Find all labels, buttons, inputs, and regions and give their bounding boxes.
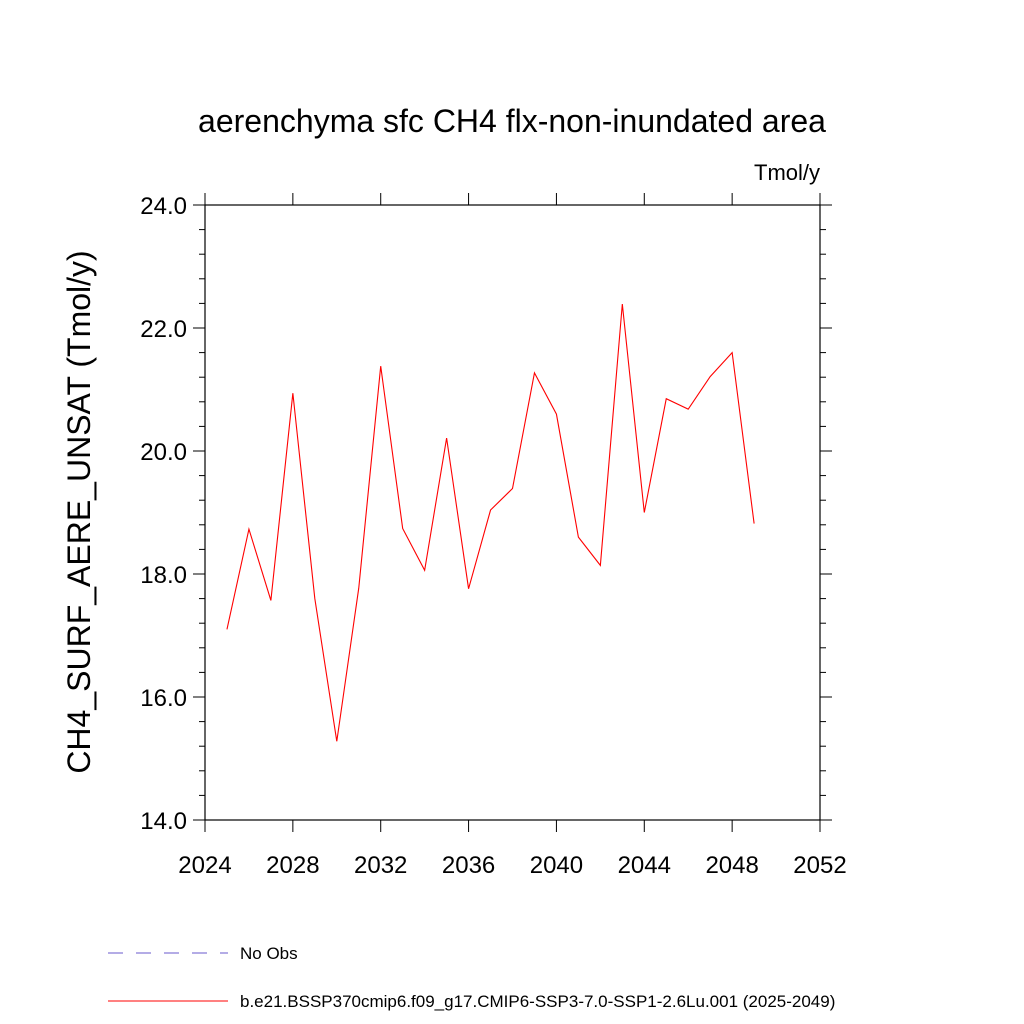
y-tick-label: 22.0 — [140, 316, 187, 343]
chart-title: aerenchyma sfc CH4 flx-non-inundated are… — [198, 103, 826, 139]
x-tick-label: 2032 — [354, 852, 407, 879]
plot-frame — [204, 204, 821, 821]
units-label: Tmol/y — [754, 160, 820, 185]
y-tick-label: 18.0 — [140, 562, 187, 589]
legend: No Obs b.e21.BSSP370cmip6.f09_g17.CMIP6-… — [108, 944, 835, 1011]
x-tick-label: 2044 — [618, 852, 671, 879]
series-layer — [226, 303, 755, 742]
x-tick-labels: 2024 2028 2032 2036 2040 2044 2048 2052 — [178, 852, 846, 879]
axis-ticks — [193, 193, 832, 832]
legend-label-no-obs: No Obs — [240, 944, 298, 963]
x-tick-label: 2028 — [266, 852, 319, 879]
legend-label-series: b.e21.BSSP370cmip6.f09_g17.CMIP6-SSP3-7.… — [240, 992, 835, 1011]
x-tick-label: 2036 — [442, 852, 495, 879]
y-tick-labels: 14.0 16.0 18.0 20.0 22.0 24.0 — [140, 193, 187, 835]
x-tick-label: 2052 — [793, 852, 846, 879]
y-tick-label: 14.0 — [140, 808, 187, 835]
y-tick-label: 24.0 — [140, 193, 187, 220]
x-tick-label: 2024 — [178, 852, 231, 879]
x-tick-label: 2040 — [530, 852, 583, 879]
x-tick-label: 2048 — [705, 852, 758, 879]
y-tick-label: 20.0 — [140, 439, 187, 466]
y-tick-label: 16.0 — [140, 685, 187, 712]
y-axis-label: CH4_SURF_AERE_UNSAT (Tmol/y) — [61, 250, 97, 773]
series-line — [226, 303, 755, 742]
